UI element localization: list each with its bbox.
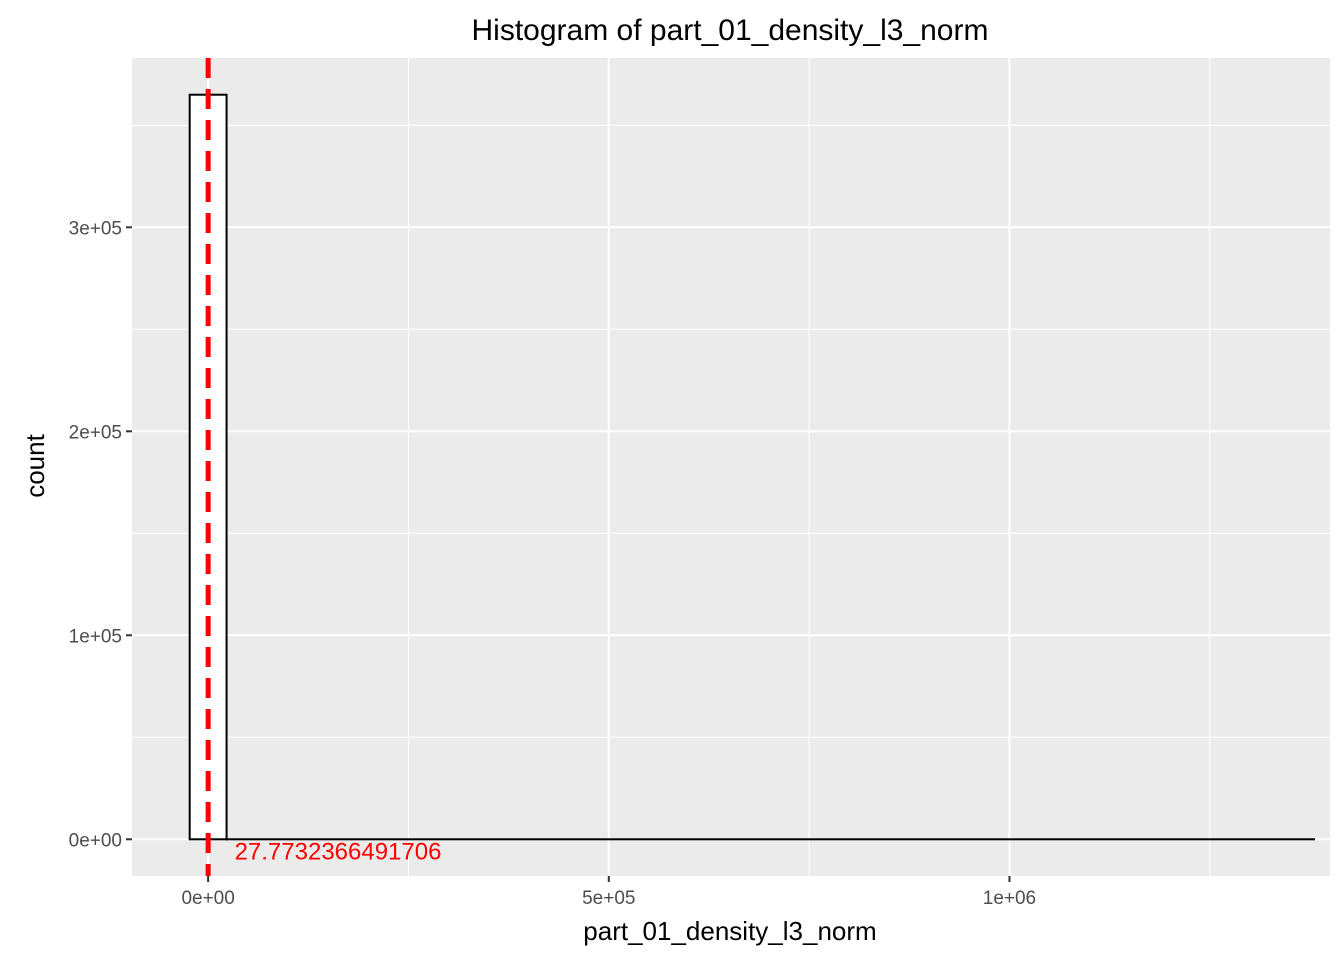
x-tick-label: 1e+06 — [983, 888, 1036, 909]
y-tick-label: 0e+00 — [69, 830, 122, 851]
chart-title: Histogram of part_01_density_l3_norm — [472, 14, 989, 47]
x-tick-label: 0e+00 — [181, 888, 234, 909]
mean-value-label: 27.7732366491706 — [235, 838, 442, 865]
y-axis: 0e+00 1e+05 2e+05 3e+05 — [69, 218, 132, 851]
x-axis: 0e+00 5e+05 1e+06 — [181, 876, 1036, 909]
y-tick-label: 1e+05 — [69, 626, 122, 647]
mean-annotation: 27.7732366491706 — [235, 838, 442, 865]
y-tick-label: 3e+05 — [69, 218, 122, 239]
y-axis-title: count — [20, 433, 50, 497]
x-axis-title: part_01_density_l3_norm — [583, 916, 876, 946]
x-tick-label: 5e+05 — [582, 888, 635, 909]
panel-background — [132, 58, 1330, 876]
y-tick-label: 2e+05 — [69, 422, 122, 443]
